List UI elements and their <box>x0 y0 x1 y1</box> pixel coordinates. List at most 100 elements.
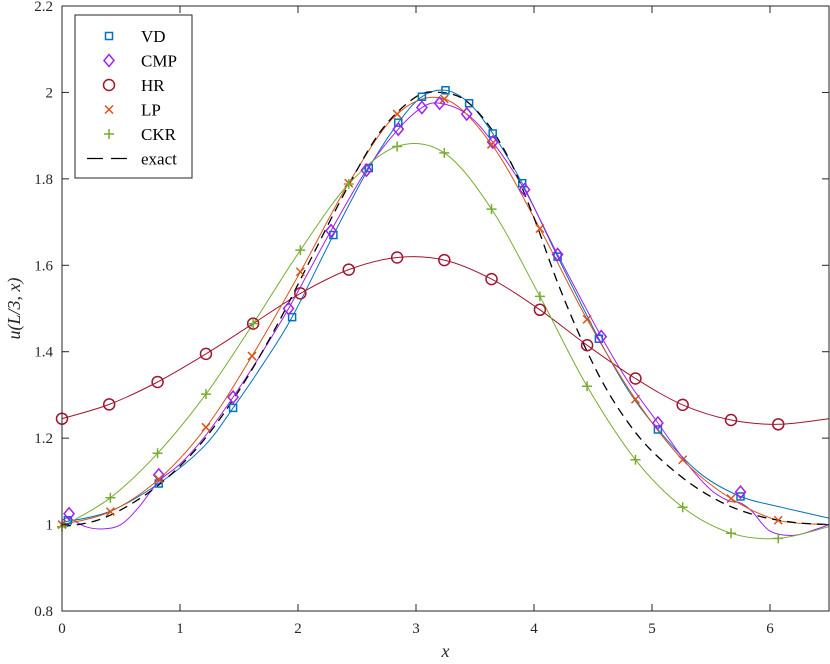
legend-label-lp: LP <box>141 101 161 120</box>
data-point-hr <box>580 338 594 352</box>
data-point-lp <box>154 474 164 484</box>
data-point-hr <box>151 375 164 389</box>
data-point-cmp <box>227 389 240 405</box>
data-point-ckr <box>200 389 211 400</box>
legend-marker-vd <box>104 31 114 41</box>
y-tick-label: 1.4 <box>34 345 53 361</box>
y-axis-label: u(L/3, x) <box>4 278 25 340</box>
data-point-cmp <box>63 506 76 521</box>
data-point-vd <box>417 92 427 101</box>
data-point-cmp <box>460 106 473 122</box>
y-tick-label: 0.8 <box>34 604 53 620</box>
data-point-vd <box>441 86 450 95</box>
y-tick-label: 2.2 <box>34 0 53 15</box>
x-tick-label: 3 <box>412 621 420 637</box>
y-tick-label: 1.6 <box>34 258 53 274</box>
data-point-cmp <box>651 415 664 431</box>
data-point-cmp <box>360 163 373 178</box>
legend-label-cmp: CMP <box>141 52 177 71</box>
data-point-cmp <box>551 247 564 262</box>
series-line-exact <box>61 91 830 528</box>
axes-box <box>61 5 830 612</box>
data-point-ckr <box>152 448 163 459</box>
legend-marker-lp <box>104 104 114 115</box>
x-axis-label: x <box>441 641 450 661</box>
data-point-ckr <box>343 179 354 190</box>
data-point-vd <box>63 516 73 525</box>
data-point-lp <box>201 422 211 432</box>
x-tick-label: 6 <box>766 621 774 637</box>
data-point-ckr <box>773 533 784 544</box>
data-point-ckr <box>726 528 737 539</box>
legend-marker-ckr <box>104 129 114 139</box>
data-point-hr <box>485 272 498 286</box>
data-point-hr <box>629 372 642 385</box>
legend-marker-hr <box>102 78 116 92</box>
data-point-cmp <box>518 182 531 197</box>
data-point-hr <box>199 347 213 361</box>
data-point-hr <box>533 303 547 317</box>
data-point-lp <box>726 494 736 504</box>
data-point-ckr <box>582 381 593 392</box>
y-tick-label: 1.8 <box>34 172 53 188</box>
data-point-vd <box>287 312 297 322</box>
x-tick-label: 4 <box>530 621 538 637</box>
legend-marker-cmp <box>103 53 115 68</box>
data-point-hr <box>438 253 451 267</box>
data-point-lp <box>247 351 257 361</box>
axis-ticks: 0 1 2 3 4 5 6 0.8 1 1.2 1.4 1.6 1.8 2 2.2 <box>34 0 829 637</box>
legend-label-hr: HR <box>141 76 165 95</box>
legend-label-vd: VD <box>141 27 166 46</box>
data-point-cmp <box>595 329 608 344</box>
data-point-ckr <box>677 502 688 513</box>
data-point-vd <box>736 492 745 501</box>
data-point-vd <box>653 425 663 434</box>
data-point-hr <box>102 398 116 411</box>
data-point-vd <box>394 118 403 127</box>
data-point-hr <box>342 263 355 276</box>
legend-label-ckr: CKR <box>141 125 177 144</box>
data-point-vd <box>228 403 238 413</box>
data-point-vd <box>464 98 474 108</box>
data-point-cmp <box>282 301 295 316</box>
data-point-ckr <box>630 454 641 465</box>
y-tick-label: 1.2 <box>34 431 53 447</box>
x-tick-label: 2 <box>294 621 302 637</box>
data-point-ckr <box>105 492 116 503</box>
data-point-cmp <box>152 467 165 483</box>
data-point-ckr <box>248 318 259 329</box>
data-point-lp <box>392 109 402 119</box>
data-point-lp <box>582 314 592 324</box>
legend-label-exact: exact <box>141 150 177 169</box>
data-point-hr <box>724 413 738 427</box>
data-point-lp <box>678 455 688 465</box>
y-tick-label: 1 <box>46 518 54 534</box>
data-point-cmp <box>415 100 428 115</box>
x-tick-label: 1 <box>176 621 184 637</box>
data-point-hr <box>772 418 785 431</box>
data-point-hr <box>294 287 307 300</box>
data-point-hr <box>390 251 404 264</box>
series-line-vd <box>61 89 830 523</box>
data-point-cmp <box>325 223 338 238</box>
data-point-lp <box>105 507 115 517</box>
data-point-cmp <box>734 484 747 500</box>
series-line-hr <box>61 256 830 425</box>
series-markers <box>55 86 785 544</box>
data-point-vd <box>594 334 604 343</box>
legend-box <box>74 14 193 179</box>
data-point-ckr <box>439 147 450 158</box>
data-point-ckr <box>486 204 497 215</box>
data-point-lp <box>773 515 783 525</box>
data-point-cmp <box>486 134 499 150</box>
data-point-ckr <box>295 245 306 256</box>
y-tick-label: 2 <box>46 85 54 101</box>
data-point-ckr <box>392 141 403 152</box>
data-point-vd <box>364 163 374 173</box>
legend: VD CMP HR LP CKR exact <box>74 14 193 179</box>
data-point-ckr <box>534 291 545 302</box>
data-point-lp <box>630 394 641 404</box>
data-point-cmp <box>392 121 405 137</box>
data-point-lp <box>439 94 449 104</box>
